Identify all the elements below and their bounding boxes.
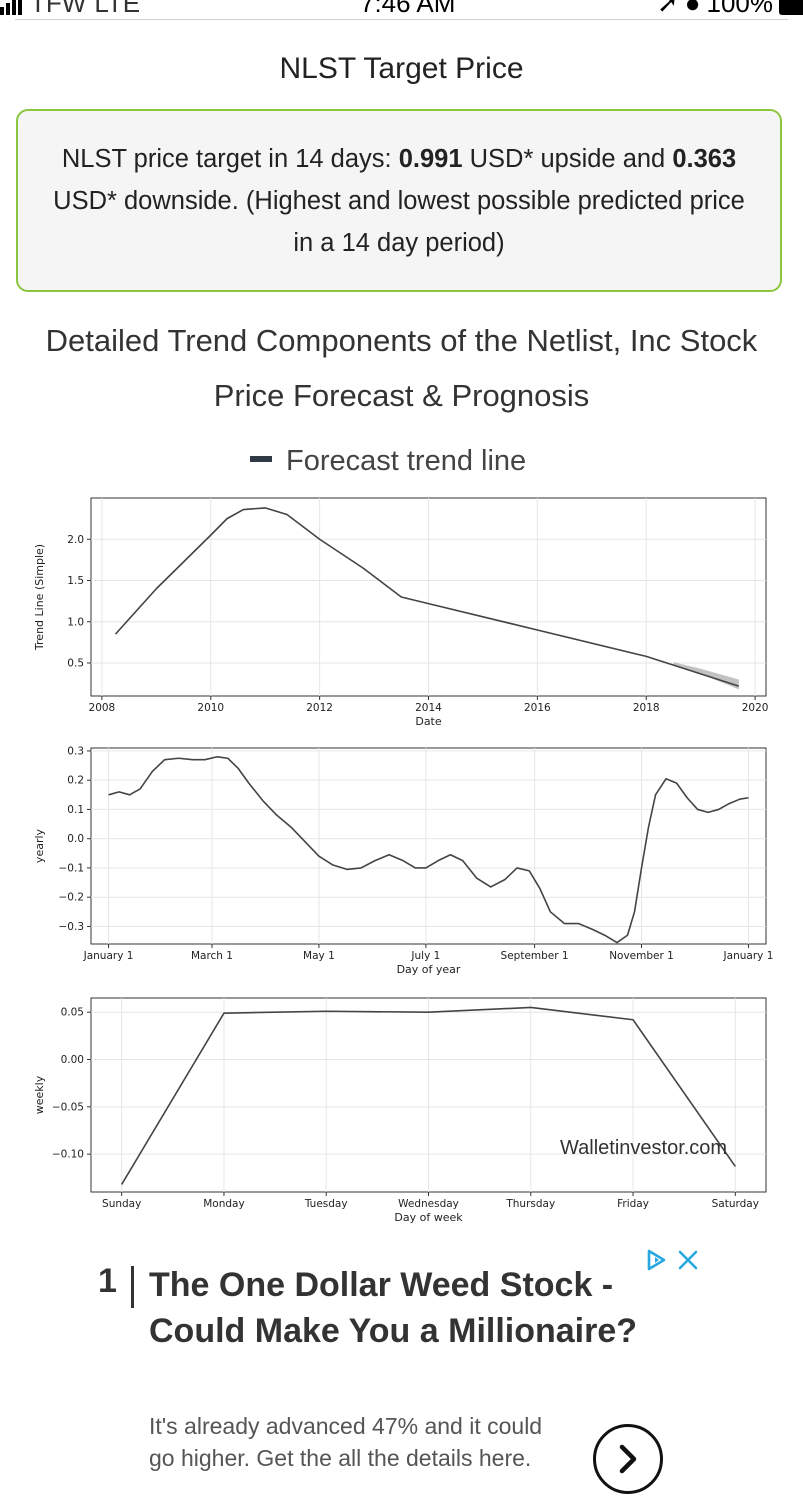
- panel-1-y-tick-label: 0.5: [67, 658, 84, 670]
- panel-2-y-tick-label: −0.2: [59, 892, 85, 904]
- panel-2-series-line: [108, 755, 749, 944]
- price-target-text: NLST price target in 14 days: 0.991 USD*…: [49, 138, 749, 264]
- status-bar: TFW LTE 7:46 AM ➚ ● 100%: [0, 0, 803, 20]
- panel-3-y-axis-label: weekly: [33, 1075, 46, 1114]
- panel-2-x-tick-label: January 1: [83, 950, 134, 962]
- ad-rank: 1: [98, 1262, 117, 1300]
- panel-1-y-tick-label: 1.5: [67, 575, 84, 587]
- forecast-components-chart: Forecast trend line 2008 2010 2012 2014 2016 2…: [33, 445, 774, 1224]
- panel-3-x-tick-label: Saturday: [712, 1198, 759, 1210]
- battery-percent: 100%: [706, 0, 774, 18]
- panel-2-y-tick-label: −0.1: [59, 862, 85, 874]
- status-divider: [15, 19, 788, 20]
- downside-suffix: USD* downside. (Highest and lowest possi…: [53, 186, 745, 257]
- panel-1-x-axis-label: Date: [415, 715, 442, 728]
- panel-2-y-axis-label: yearly: [33, 828, 46, 863]
- legend-label: Forecast trend line: [286, 445, 526, 477]
- panel-1-x-tick-label: 2012: [306, 702, 333, 714]
- panel-1-x-tick-label: 2008: [89, 702, 116, 714]
- chevron-right-icon: [619, 1444, 637, 1474]
- panel-3-x-axis-label: Day of week: [394, 1211, 463, 1224]
- panel-1-y-axis-label: Trend Line (Simple): [33, 544, 46, 651]
- ad-next-button[interactable]: [593, 1424, 663, 1494]
- watermark: Walletinvestor.com: [560, 1137, 727, 1159]
- panel-2-x-tick-label: January 1: [723, 950, 774, 962]
- panel-3-y-tick-label: −0.10: [52, 1149, 84, 1161]
- ad-body[interactable]: It's already advanced 47% and it could g…: [149, 1413, 543, 1471]
- panel-3-series-line: [120, 1006, 736, 1185]
- panel-1-x-tick-label: 2018: [633, 702, 660, 714]
- panel-2-y-tick-label: −0.3: [59, 921, 85, 933]
- panel-2-y-tick-label: 0.0: [67, 833, 84, 845]
- panel-3-x-tick-label: Friday: [617, 1198, 649, 1210]
- panel-2-x-tick-label: July 1: [410, 950, 440, 962]
- ad-headline[interactable]: The One Dollar Weed Stock - Could Make Y…: [149, 1266, 638, 1350]
- network-type: LTE: [94, 0, 141, 18]
- panel-2-x-tick-label: May 1: [303, 950, 335, 962]
- price-target-box: NLST price target in 14 days: 0.991 USD*…: [16, 109, 782, 292]
- panel-2-frame: [90, 747, 767, 945]
- panel-2-y-tick-label: 0.3: [67, 745, 84, 757]
- alarm-icon: ●: [684, 0, 701, 18]
- panel-3-y-tick-label: 0.05: [61, 1007, 84, 1019]
- panel-1-y-tick-label: 2.0: [67, 534, 84, 546]
- panel-1-series-line: [114, 507, 740, 687]
- section-heading: Detailed Trend Components of the Netlist…: [45, 323, 758, 413]
- status-time: 7:46 AM: [360, 0, 456, 18]
- panel-3-y-tick-label: −0.05: [52, 1101, 84, 1113]
- panel-2-x-tick-label: September 1: [501, 950, 569, 962]
- page-title: NLST Target Price: [279, 52, 524, 85]
- upside-value: 0.991: [398, 144, 463, 173]
- panel-2-x-tick-label: November 1: [609, 950, 674, 962]
- panel-1-y-tick-label: 1.0: [67, 616, 84, 628]
- upside-suffix: USD* upside and: [462, 144, 673, 173]
- panel-1-x-tick-label: 2016: [524, 702, 551, 714]
- carrier-indicator: TFW LTE: [0, 0, 140, 19]
- panel-3-x-tick-label: Tuesday: [304, 1198, 348, 1210]
- panel-2-y-tick-label: 0.1: [67, 804, 84, 816]
- panel-3-x-tick-label: Thursday: [505, 1198, 555, 1210]
- battery-icon: [779, 0, 803, 15]
- status-right: ➚ ● 100%: [657, 0, 803, 19]
- panel-3-x-tick-label: Monday: [203, 1198, 244, 1210]
- panel-1-x-tick-label: 2010: [197, 702, 224, 714]
- carrier-name: TFW: [30, 0, 87, 18]
- panel-3-x-tick-label: Wednesday: [398, 1198, 459, 1210]
- target-prefix: NLST price target in 14 days:: [61, 144, 399, 173]
- panel-3-y-tick-label: 0.00: [61, 1054, 84, 1066]
- signal-icon: [0, 0, 22, 15]
- panel-2-x-tick-label: March 1: [191, 950, 233, 962]
- panel-3-x-tick-label: Sunday: [102, 1198, 141, 1210]
- ad-rank-separator: [131, 1266, 134, 1308]
- panel-2-x-axis-label: Day of year: [397, 963, 461, 976]
- panel-1-x-tick-label: 2014: [415, 702, 442, 714]
- location-icon: ➚: [656, 0, 679, 18]
- panel-1-x-tick-label: 2020: [742, 702, 769, 714]
- legend-swatch: [250, 456, 272, 462]
- downside-value: 0.363: [672, 144, 737, 173]
- ad-choices-icon[interactable]: [643, 1248, 703, 1274]
- panel-2-y-tick-label: 0.2: [67, 775, 84, 787]
